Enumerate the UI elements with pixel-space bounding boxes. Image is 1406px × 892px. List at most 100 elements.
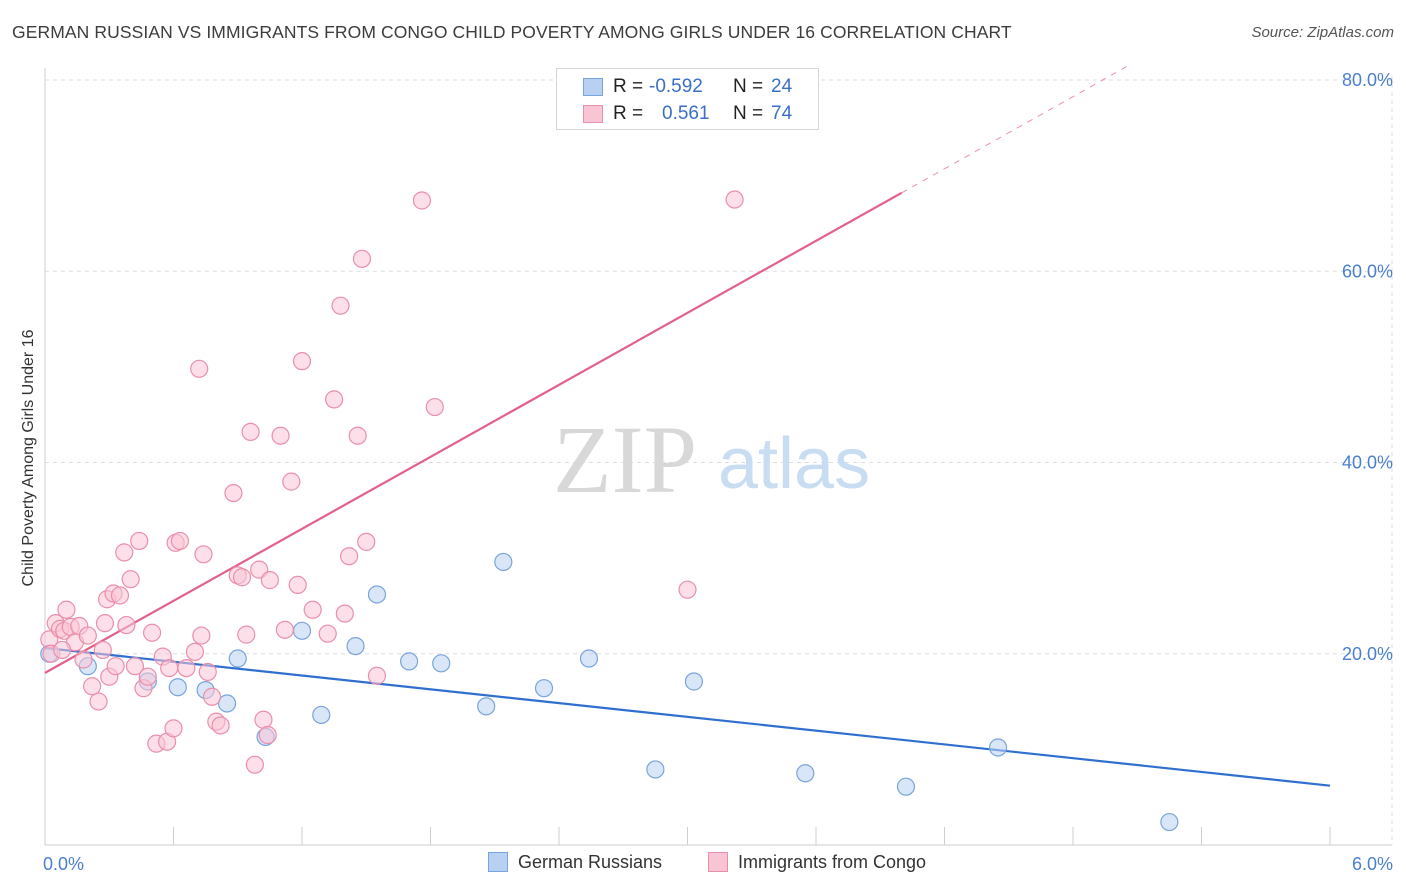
point-immigrants-congo xyxy=(224,484,243,503)
point-immigrants-congo xyxy=(198,662,217,682)
legend-swatch-pink xyxy=(583,105,603,123)
point-german-russians xyxy=(217,694,237,713)
point-immigrants-congo xyxy=(275,620,294,639)
point-immigrants-congo xyxy=(192,626,211,645)
point-german-russians xyxy=(646,760,665,779)
point-immigrants-congo xyxy=(325,390,344,409)
point-german-russians xyxy=(896,777,916,796)
point-immigrants-congo xyxy=(93,640,112,660)
bottom-legend-immigrants-congo: Immigrants from Congo xyxy=(708,852,926,873)
legend-r-label: R = xyxy=(613,103,644,124)
legend-r-value: -0.592 xyxy=(649,76,703,97)
legend-swatch-blue xyxy=(583,78,603,96)
bottom-legend-label: German Russians xyxy=(518,852,663,872)
point-immigrants-congo xyxy=(125,657,145,676)
y-tick-label: 60.0% xyxy=(1342,261,1393,281)
point-immigrants-congo xyxy=(202,687,222,706)
point-german-russians xyxy=(168,678,187,697)
legend-n-value: 24 xyxy=(771,76,793,97)
point-german-russians xyxy=(1160,812,1179,832)
point-immigrants-congo xyxy=(348,426,367,445)
point-immigrants-congo xyxy=(340,547,359,566)
legend-row-immigrants-congo: R = 0.561 N = 74 xyxy=(557,101,818,127)
x-tick-label: 0.0% xyxy=(43,854,84,874)
watermark-zip: ZIP xyxy=(553,406,697,513)
point-immigrants-congo xyxy=(331,296,350,315)
point-immigrants-congo xyxy=(258,725,277,745)
point-immigrants-congo xyxy=(74,650,93,669)
point-immigrants-congo xyxy=(185,642,205,661)
point-immigrants-congo xyxy=(95,614,115,633)
bottom-legend-german-russians: German Russians xyxy=(488,852,662,873)
legend-n-label: N = xyxy=(733,76,764,97)
bottom-legend-swatch-blue xyxy=(488,852,508,872)
point-immigrants-congo xyxy=(110,586,130,605)
point-german-russians xyxy=(432,654,451,673)
point-immigrants-congo xyxy=(237,625,256,644)
point-immigrants-congo xyxy=(194,545,213,564)
trendline-immigrants-congo-extension xyxy=(901,66,1127,194)
point-immigrants-congo xyxy=(335,604,354,623)
point-immigrants-congo xyxy=(303,600,322,619)
point-immigrants-congo xyxy=(57,600,76,619)
point-immigrants-congo xyxy=(725,190,744,209)
point-german-russians xyxy=(684,672,704,691)
correlation-legend: R = -0.592 N = 24 R = 0.561 N = 74 xyxy=(556,68,819,130)
trendline-immigrants-congo xyxy=(44,191,903,674)
point-immigrants-congo xyxy=(190,359,209,378)
point-immigrants-congo xyxy=(271,426,290,445)
y-tick-label: 20.0% xyxy=(1342,644,1393,664)
bottom-legend-swatch-pink xyxy=(708,852,728,872)
point-german-russians xyxy=(534,679,554,698)
legend-r-label: R = xyxy=(613,76,644,97)
legend-n-value: 74 xyxy=(771,103,793,124)
point-immigrants-congo xyxy=(260,571,279,590)
point-immigrants-congo xyxy=(78,626,97,645)
point-german-russians xyxy=(477,697,496,716)
trendline-german-russians xyxy=(44,646,1331,787)
points-layer xyxy=(40,190,1179,832)
point-immigrants-congo xyxy=(367,666,387,685)
point-german-russians xyxy=(796,764,815,783)
point-german-russians xyxy=(312,705,331,725)
point-immigrants-congo xyxy=(318,624,337,643)
tick-label-layer: 20.0% 40.0% 60.0% 80.0% 0.0% 6.0% xyxy=(43,70,1393,874)
y-tick-label: 80.0% xyxy=(1342,70,1393,90)
grid-layer xyxy=(45,76,1393,845)
point-german-russians xyxy=(399,652,419,671)
bottom-legend-label: Immigrants from Congo xyxy=(738,852,927,872)
point-immigrants-congo xyxy=(164,719,183,738)
point-immigrants-congo xyxy=(130,531,149,551)
axis-layer xyxy=(44,68,1392,846)
trend-layer xyxy=(44,66,1331,787)
point-immigrants-congo xyxy=(232,568,252,587)
point-german-russians xyxy=(228,649,247,668)
legend-n-label: N = xyxy=(733,103,764,124)
point-immigrants-congo xyxy=(357,532,376,551)
point-immigrants-congo xyxy=(89,692,108,711)
point-immigrants-congo xyxy=(241,422,260,441)
legend-r-value: 0.561 xyxy=(662,103,710,124)
point-immigrants-congo xyxy=(412,191,432,210)
x-tick-label: 6.0% xyxy=(1352,854,1393,874)
point-german-russians xyxy=(494,552,513,572)
point-immigrants-congo xyxy=(678,580,697,599)
point-immigrants-congo xyxy=(352,249,372,268)
point-immigrants-congo xyxy=(288,575,307,595)
point-german-russians xyxy=(367,585,387,604)
chart-title: GERMAN RUSSIAN VS IMMIGRANTS FROM CONGO … xyxy=(12,22,1012,42)
watermark-atlas: atlas xyxy=(718,424,870,504)
point-german-russians xyxy=(579,649,599,668)
y-tick-label: 40.0% xyxy=(1342,453,1393,473)
point-immigrants-congo xyxy=(282,472,301,491)
point-german-russians xyxy=(346,636,365,656)
point-immigrants-congo xyxy=(292,352,312,371)
point-immigrants-congo xyxy=(254,710,273,729)
legend-row-german-russians: R = -0.592 N = 24 xyxy=(557,74,818,100)
point-immigrants-congo xyxy=(211,716,230,735)
point-german-russians xyxy=(292,621,312,640)
point-immigrants-congo xyxy=(106,657,125,676)
point-immigrants-congo xyxy=(121,570,140,589)
point-immigrants-congo xyxy=(170,531,190,551)
point-immigrants-congo xyxy=(83,677,102,696)
